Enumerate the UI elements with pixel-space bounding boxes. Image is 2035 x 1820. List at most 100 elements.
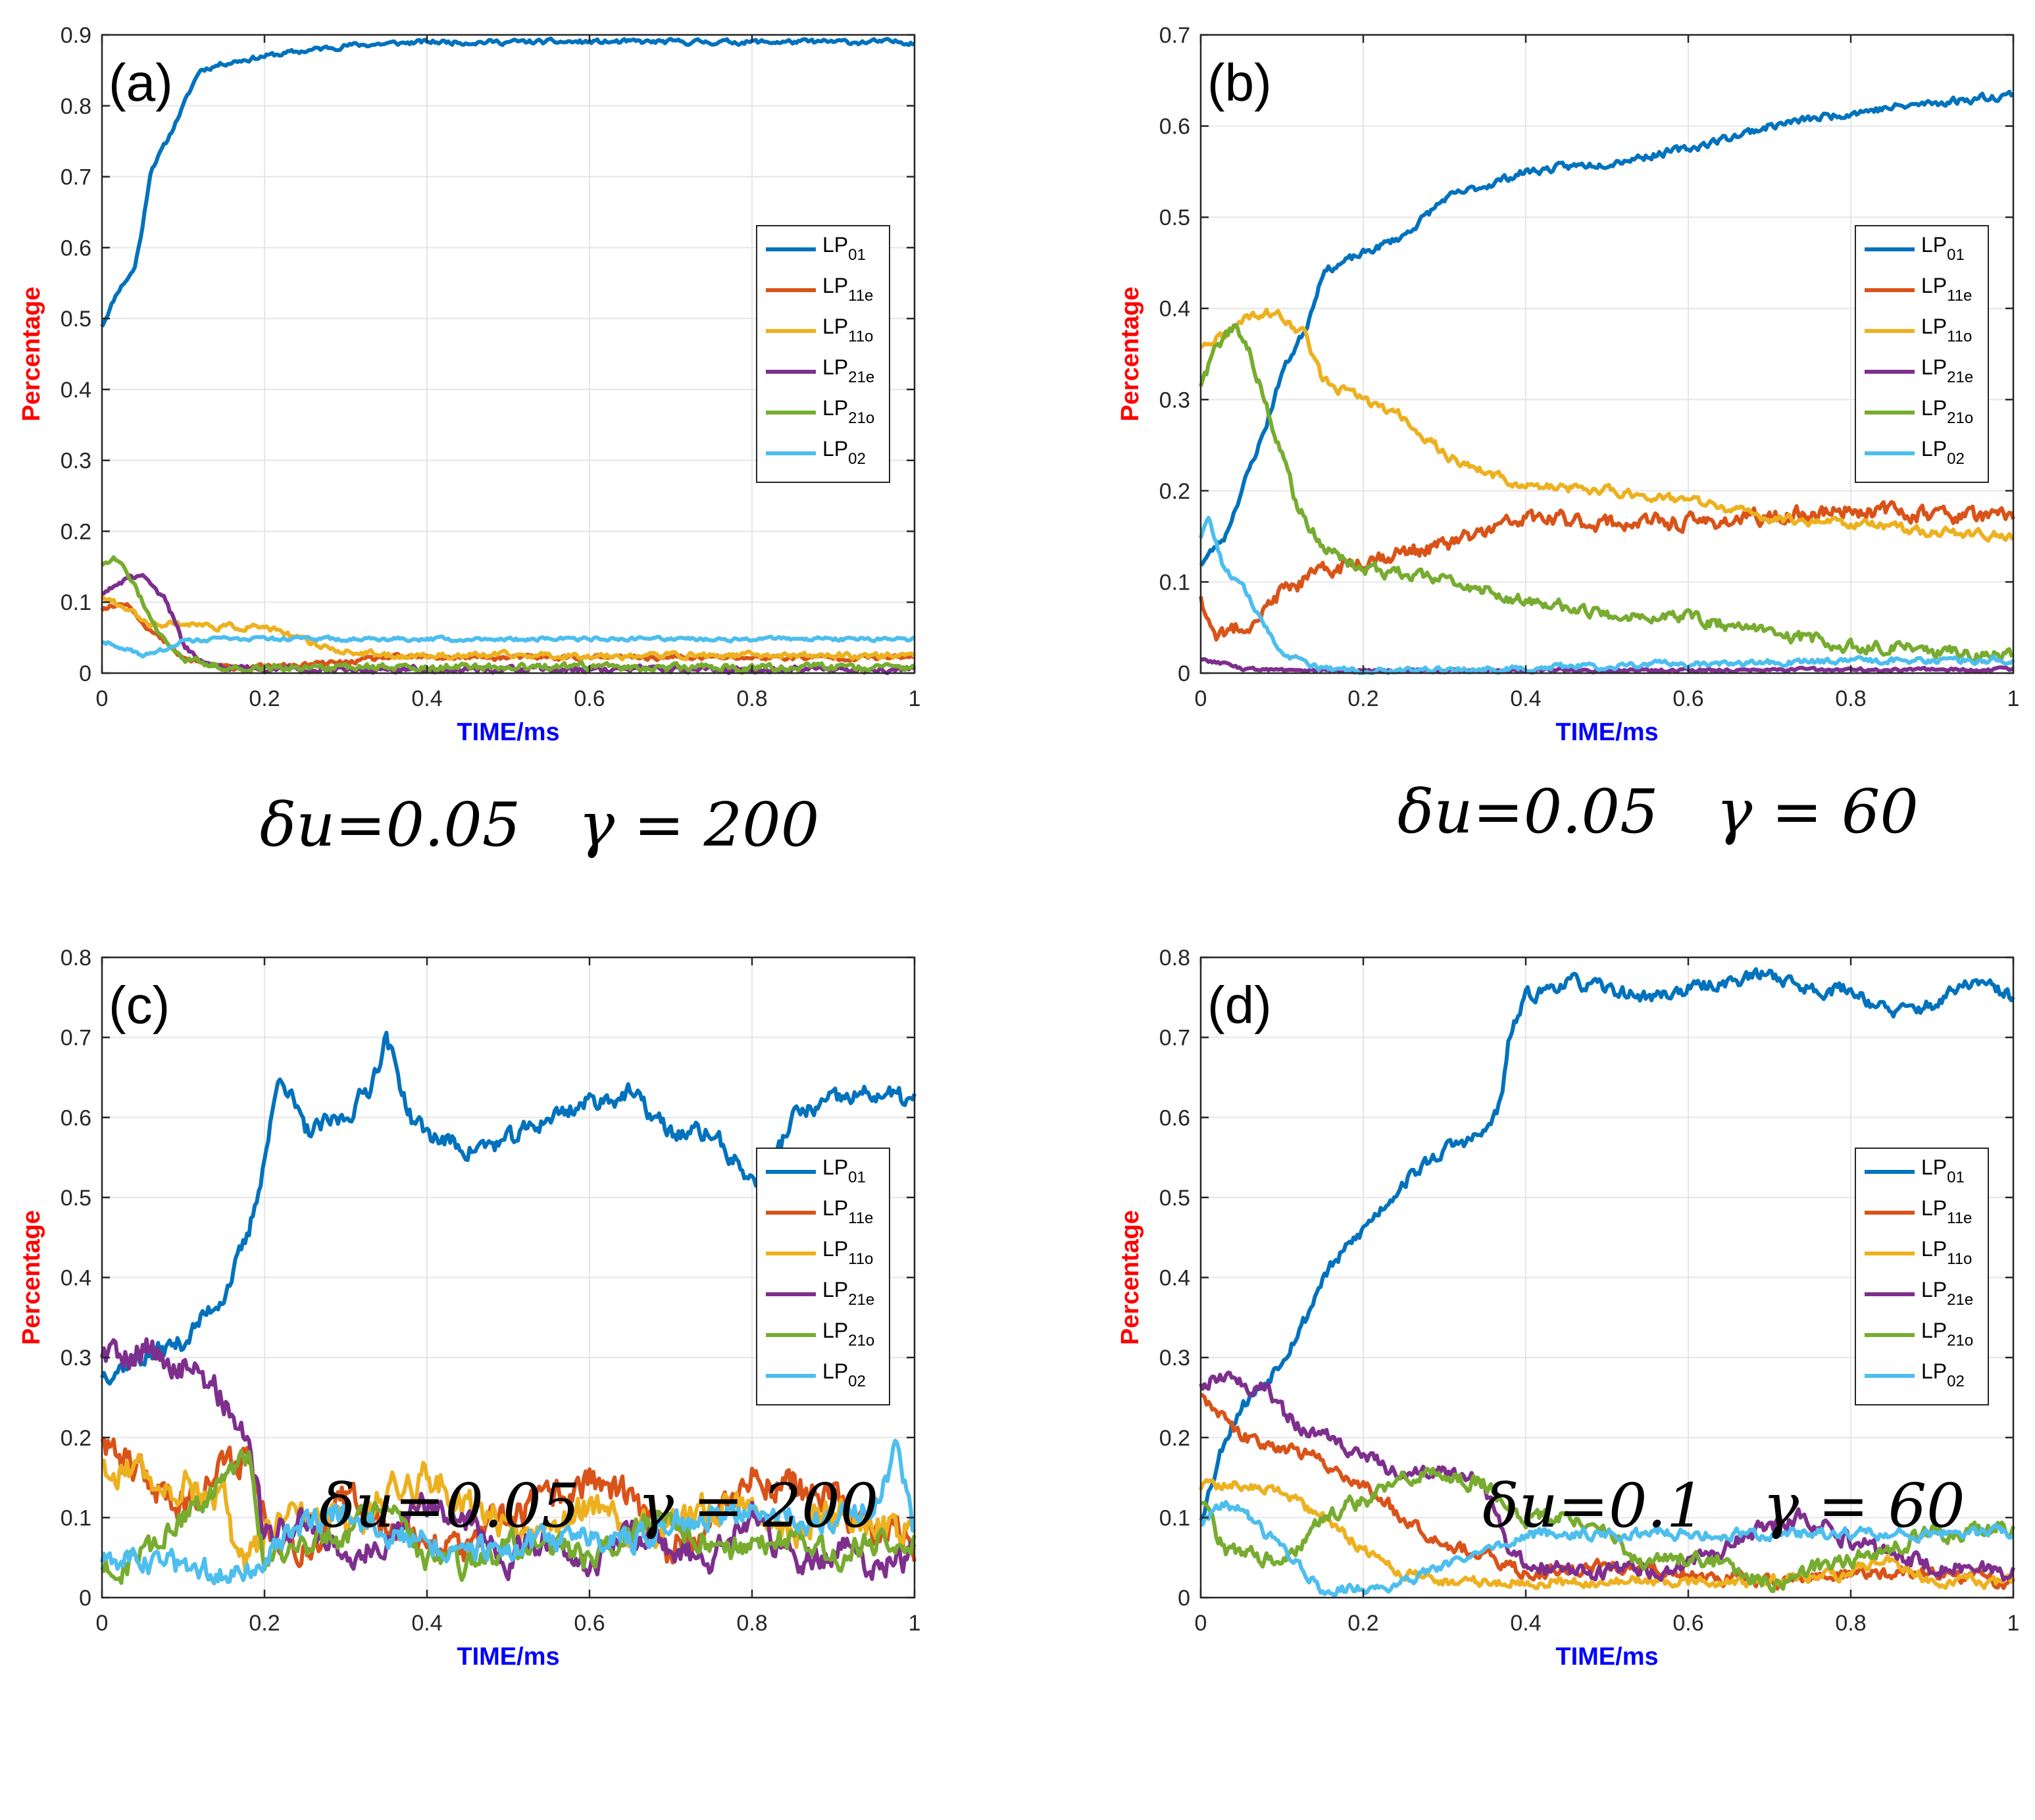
panel-label: (c) xyxy=(109,976,170,1034)
legend-entry: LP11o xyxy=(1921,1237,1972,1268)
y-tick-label: 0 xyxy=(1178,1586,1190,1611)
y-tick-label: 0.1 xyxy=(1159,570,1190,595)
y-tick-label: 0.7 xyxy=(1159,1026,1190,1051)
y-tick-label: 0.7 xyxy=(61,1026,91,1051)
series-line-lp02 xyxy=(1200,1500,2015,1598)
series-line-lp11o xyxy=(1199,307,2015,543)
series-line-lp01 xyxy=(100,1030,917,1386)
y-tick-label: 0.8 xyxy=(61,946,91,971)
legend-entry: LP02 xyxy=(1921,437,1965,468)
x-tick-label: 0 xyxy=(1195,1611,1207,1636)
y-tick-label: 0.9 xyxy=(61,23,91,48)
y-tick-label: 0.1 xyxy=(61,590,91,615)
y-tick-label: 0.2 xyxy=(61,1426,91,1451)
caption-gamma: γ = 200 xyxy=(578,790,820,860)
y-tick-label: 0.1 xyxy=(61,1505,91,1530)
legend-entry: LP21e xyxy=(822,1278,874,1309)
y-tick-label: 0.4 xyxy=(1159,1266,1190,1291)
legend-entry: LP11o xyxy=(1921,315,1972,345)
series-line-lp21o xyxy=(100,1449,917,1585)
caption-panel-a: δu=0.05 γ = 200 xyxy=(79,790,1000,860)
series-line-lp01 xyxy=(100,36,915,328)
legend-entry: LP01 xyxy=(822,233,866,264)
legend-entry: LP21o xyxy=(1921,396,1973,427)
y-tick-label: 0.5 xyxy=(1159,1186,1190,1211)
y-tick-label: 0.4 xyxy=(61,1266,91,1291)
x-tick-label: 0.2 xyxy=(1347,1611,1378,1636)
legend-entry: LP01 xyxy=(822,1155,866,1186)
x-tick-label: 0 xyxy=(96,1611,109,1636)
legend-entry: LP11e xyxy=(1921,1196,1972,1227)
y-tick-label: 0.3 xyxy=(61,449,91,474)
legend-entry: LP21o xyxy=(1921,1319,1973,1350)
series-line-lp11o xyxy=(101,1453,917,1573)
y-tick-label: 0.3 xyxy=(1159,388,1190,413)
y-axis-label: Percentage xyxy=(1117,1210,1144,1345)
y-tick-label: 0.8 xyxy=(61,94,91,119)
x-axis-label: TIME/ms xyxy=(1555,719,1658,746)
caption-delta: δu=0.05 xyxy=(318,1471,580,1541)
x-tick-label: 0.8 xyxy=(1835,1611,1866,1636)
x-tick-label: 0.4 xyxy=(411,686,442,711)
series-line-lp02 xyxy=(1199,516,2015,675)
y-axis-label: Percentage xyxy=(1117,287,1144,422)
legend: LP01 LP11e LP11o LP21e LP21o LP02 xyxy=(1855,1148,1989,1405)
y-tick-label: 0.5 xyxy=(61,1186,91,1211)
y-tick-label: 0.4 xyxy=(1159,297,1190,322)
y-tick-label: 0 xyxy=(1178,661,1190,686)
y-tick-label: 0.5 xyxy=(61,307,91,332)
caption-delta: δu=0.05 xyxy=(259,790,521,860)
y-axis-label: Percentage xyxy=(18,287,45,422)
chart-panel-c: 0 0.2 0.4 0.6 0.8 1 0 0.1 0.2 0.3 0.4 0.5 0.6 0.7 0.8 T… xyxy=(18,946,920,1671)
y-tick-label: 0.3 xyxy=(1159,1346,1190,1371)
caption-gamma: γ = 200 xyxy=(638,1471,879,1541)
x-axis-label: TIME/ms xyxy=(1555,1643,1658,1671)
x-axis-label: TIME/ms xyxy=(457,1643,559,1671)
series-line-lp01 xyxy=(1199,967,2015,1522)
y-tick-label: 0.2 xyxy=(1159,479,1190,504)
y-tick-label: 0 xyxy=(79,661,91,686)
legend: LP01 LP11e LP11o LP21e LP21o LP02 xyxy=(1855,225,1989,483)
legend-entry: LP21o xyxy=(822,1319,874,1350)
x-tick-label: 0.6 xyxy=(1672,686,1703,711)
caption-panel-c: δu=0.05 γ = 200 xyxy=(138,1471,1059,1541)
series-line-lp11e xyxy=(1199,499,2015,642)
x-tick-label: 0.6 xyxy=(574,686,605,711)
series-line-lp11o xyxy=(100,595,917,662)
legend-entry: LP21e xyxy=(822,355,874,386)
legend-entry: LP11o xyxy=(822,1237,873,1268)
y-tick-label: 0.2 xyxy=(1159,1426,1190,1451)
chart-panel-a: 0 0.2 0.4 0.6 0.8 1 0 0.1 0.2 0.3 0.4 0.5 0.6 0.7 0.8 0… xyxy=(18,23,920,746)
x-tick-label: 0 xyxy=(1195,686,1207,711)
x-tick-label: 1 xyxy=(909,1611,921,1636)
axes-box xyxy=(101,34,916,674)
legend-box xyxy=(1855,1148,1989,1405)
y-tick-label: 0 xyxy=(79,1586,91,1611)
legend: LP01 LP11e LP11o LP21e LP21o LP02 xyxy=(756,225,890,483)
x-tick-label: 0.4 xyxy=(411,1611,442,1636)
series-line-lp21o xyxy=(1199,322,2015,664)
x-tick-label: 1 xyxy=(2007,686,2020,711)
series-line-lp02 xyxy=(100,1438,915,1586)
axes-box xyxy=(1199,34,2015,674)
y-tick-label: 0.6 xyxy=(1159,114,1190,139)
y-tick-label: 0.6 xyxy=(61,236,91,261)
legend-entry: LP11e xyxy=(822,1196,873,1227)
x-tick-label: 0.8 xyxy=(736,1611,767,1636)
caption-delta: δu=0.1 xyxy=(1482,1471,1705,1541)
x-tick-label: 0.8 xyxy=(1835,686,1866,711)
legend-entry: LP02 xyxy=(1921,1359,1965,1390)
legend-box xyxy=(756,1148,890,1405)
caption-delta: δu=0.05 xyxy=(1397,776,1659,847)
legend-entry: LP21e xyxy=(1921,1278,1973,1309)
x-axis-label: TIME/ms xyxy=(457,719,559,746)
x-tick-label: 0.2 xyxy=(1347,686,1378,711)
x-tick-label: 0.2 xyxy=(249,1611,280,1636)
y-tick-label: 0.5 xyxy=(1159,205,1190,230)
y-tick-label: 0.7 xyxy=(61,165,91,190)
x-tick-label: 0.6 xyxy=(1672,1611,1703,1636)
series-line-lp11o xyxy=(1199,1478,2015,1590)
x-tick-label: 0.4 xyxy=(1510,686,1541,711)
legend-entry: LP21e xyxy=(1921,355,1973,386)
